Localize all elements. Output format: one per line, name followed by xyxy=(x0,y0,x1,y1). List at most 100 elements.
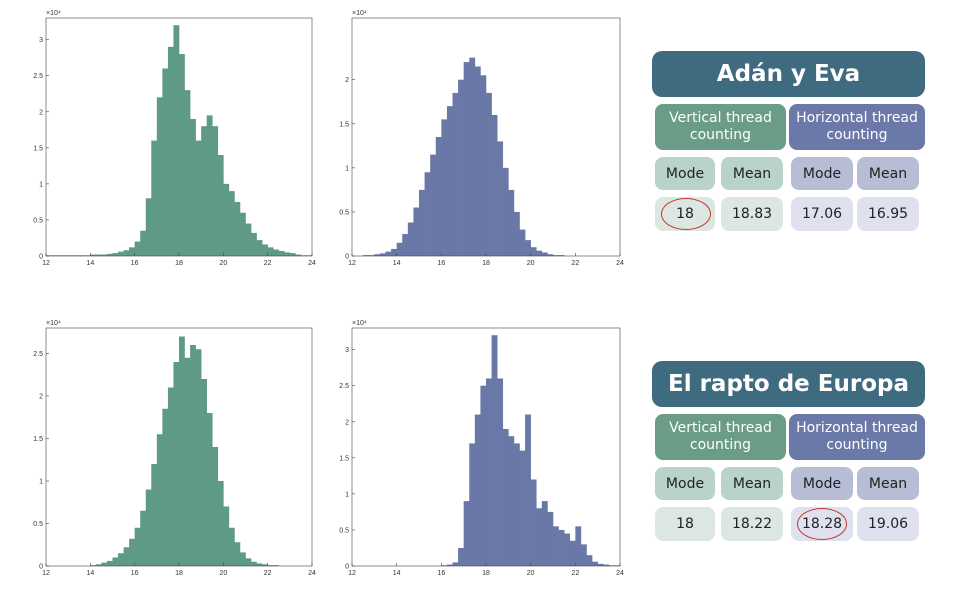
y-tick-label: 2 xyxy=(345,419,349,426)
histogram-bar xyxy=(267,565,274,566)
histogram-bar xyxy=(223,506,230,566)
value-cell: 16.95 xyxy=(857,197,919,231)
histogram-bar xyxy=(212,126,219,256)
x-tick-label: 18 xyxy=(175,570,183,577)
histogram-bar xyxy=(614,565,621,566)
histogram-bar xyxy=(441,119,448,257)
group-header: Vertical thread counting xyxy=(655,414,786,460)
histogram-bar xyxy=(129,247,135,256)
y-tick-label: 2 xyxy=(39,109,43,116)
x-tick-label: 12 xyxy=(42,260,50,267)
histogram-bar xyxy=(396,242,403,256)
x-tick-label: 24 xyxy=(308,260,316,267)
histogram-bar xyxy=(513,211,520,256)
column-header: Mean xyxy=(721,157,783,190)
histogram-bar xyxy=(525,240,531,256)
histogram-bar xyxy=(162,68,169,256)
histogram-bar xyxy=(558,529,565,566)
histogram-bar xyxy=(195,349,202,566)
y-tick-label: 1.5 xyxy=(33,436,43,443)
histogram-bar xyxy=(502,428,509,566)
histogram-bar xyxy=(212,447,219,566)
x-tick-label: 16 xyxy=(131,570,139,577)
histogram-bar xyxy=(179,336,185,566)
x-tick-label: 14 xyxy=(86,260,94,267)
x-tick-label: 22 xyxy=(264,260,272,267)
histogram-bar xyxy=(156,434,163,566)
column-header: Mean xyxy=(857,467,919,500)
histogram-bar xyxy=(239,212,246,256)
histogram-bar xyxy=(385,251,392,256)
histogram-bar xyxy=(407,222,414,256)
x-tick-label: 14 xyxy=(86,570,94,577)
histogram-bar xyxy=(289,253,296,256)
y-tick-label: 0 xyxy=(39,564,43,571)
histogram-bar xyxy=(151,140,158,256)
histogram-bar xyxy=(435,137,442,256)
histogram-bar xyxy=(62,255,69,256)
histogram-bar xyxy=(184,357,191,566)
histogram-bar xyxy=(273,249,280,256)
histogram-bar xyxy=(145,489,152,566)
histogram-bar xyxy=(106,560,113,566)
histogram-bar xyxy=(519,450,526,566)
y-tick-label: 2.5 xyxy=(33,73,43,80)
histogram-bar xyxy=(51,255,58,256)
summary-table: El rapto de Europa Vertical thread count… xyxy=(652,361,925,546)
y-tick-label: 2 xyxy=(345,77,349,84)
x-tick-label: 16 xyxy=(131,260,139,267)
histogram-bar xyxy=(95,564,102,566)
histogram-bar xyxy=(491,335,498,566)
histogram-bar xyxy=(463,62,470,257)
histogram-bar xyxy=(575,526,582,566)
histogram-bar xyxy=(251,232,257,256)
histogram-bar xyxy=(458,79,464,256)
histogram-bar xyxy=(112,557,119,566)
histogram-bar xyxy=(580,544,587,566)
x-tick-label: 22 xyxy=(571,260,579,267)
column-header: Mean xyxy=(721,467,783,500)
histogram-bar xyxy=(101,254,108,256)
histogram-bar xyxy=(118,251,124,256)
histogram-bar xyxy=(592,561,598,566)
y-tick-label: 1 xyxy=(39,181,43,188)
y-tick-label: 2.5 xyxy=(33,351,43,358)
histogram-bar xyxy=(536,250,543,256)
histogram-bar xyxy=(419,189,425,256)
histogram-bar xyxy=(497,378,504,566)
column-header: Mode xyxy=(791,467,853,500)
y-tick-label: 0 xyxy=(39,254,43,261)
histogram-bar xyxy=(608,565,615,566)
histogram-bar xyxy=(391,248,397,256)
histogram-bar xyxy=(424,172,431,256)
x-tick-label: 12 xyxy=(348,570,356,577)
histogram-bar xyxy=(84,255,91,256)
histogram-bar xyxy=(262,244,268,256)
histogram-bar xyxy=(474,66,481,257)
histogram-bar xyxy=(228,191,235,256)
histogram-bar xyxy=(547,254,554,256)
histogram-bar xyxy=(513,443,520,566)
value-cell: 18.83 xyxy=(721,197,783,231)
histogram-bar xyxy=(156,97,163,256)
y-tick-label: 1 xyxy=(39,479,43,486)
histogram-bar xyxy=(201,126,208,256)
histogram-bar xyxy=(245,223,252,256)
histogram-bar xyxy=(217,481,224,566)
column-header: Mean xyxy=(857,157,919,190)
histogram-bar xyxy=(486,92,492,256)
column-header: Mode xyxy=(655,157,715,190)
histogram-bar xyxy=(597,563,604,566)
histogram-bar xyxy=(73,255,80,256)
histogram-bar xyxy=(134,241,141,256)
histogram-bar xyxy=(430,154,437,256)
x-tick-label: 22 xyxy=(571,570,579,577)
y-tick-label: 2.5 xyxy=(339,383,349,390)
histogram-bar xyxy=(586,555,593,566)
histogram-bar xyxy=(569,540,576,566)
x-tick-label: 14 xyxy=(393,570,401,577)
histogram-bar xyxy=(201,379,208,566)
histogram-bar xyxy=(441,565,448,566)
histogram-bar xyxy=(190,118,196,256)
